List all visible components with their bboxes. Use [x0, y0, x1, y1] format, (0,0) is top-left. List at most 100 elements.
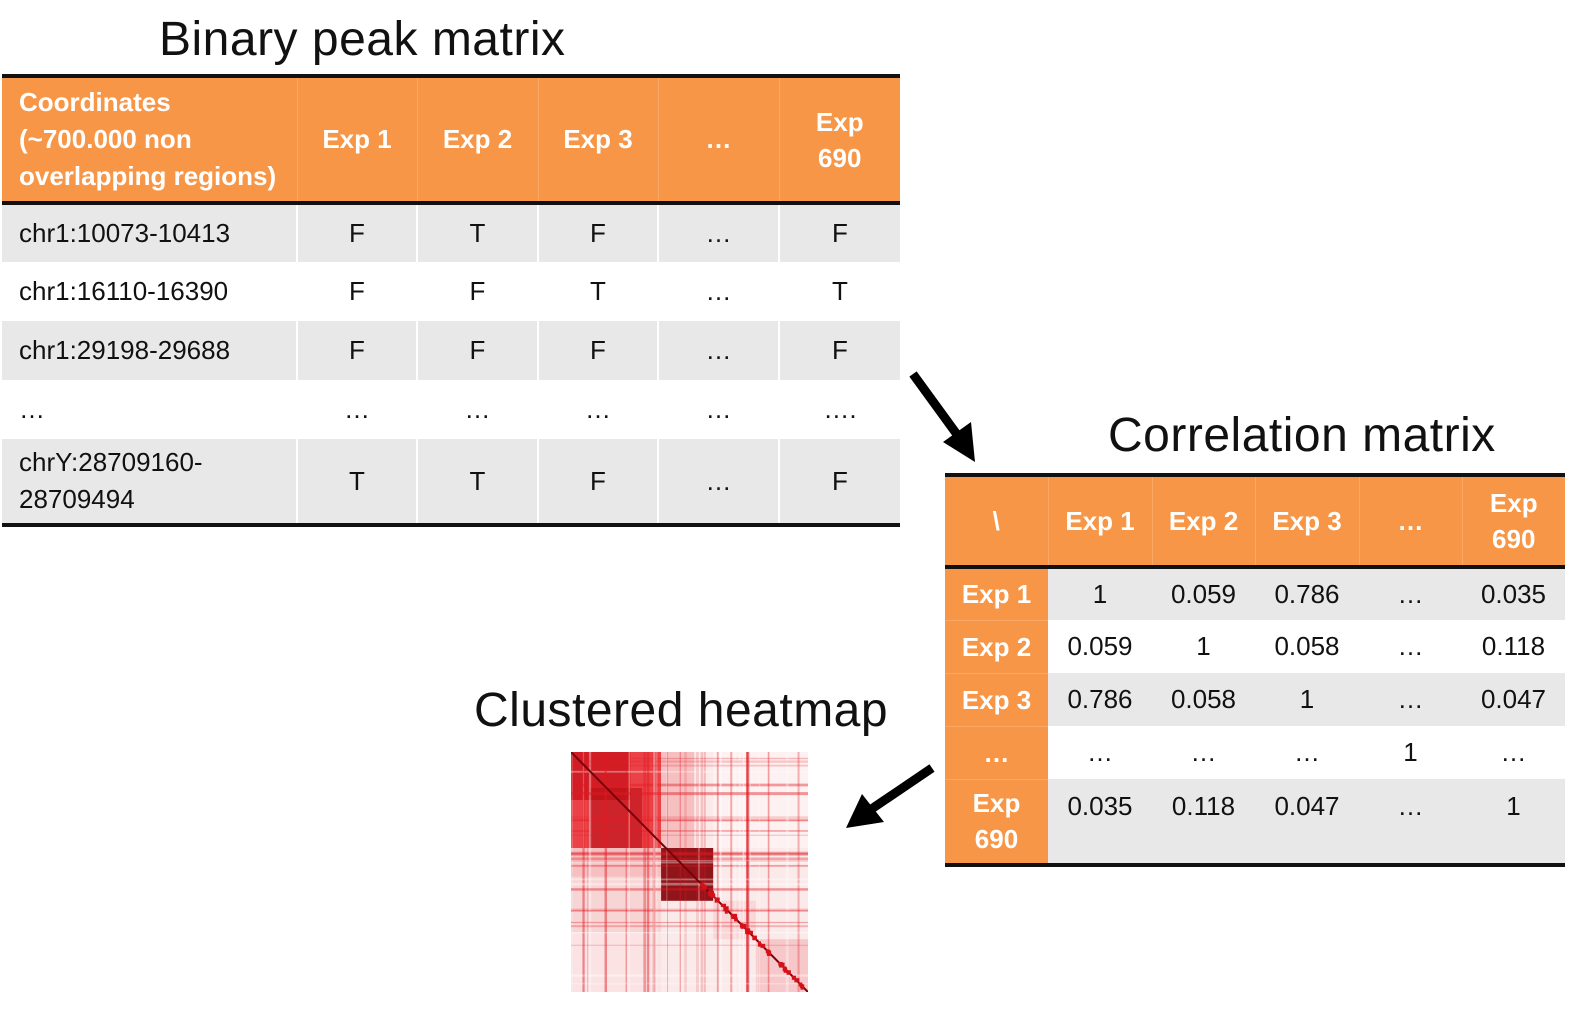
heatmap-streak — [571, 861, 808, 864]
heatmap-streak — [746, 752, 749, 992]
heatmap-diagonal-cell — [734, 917, 738, 922]
peak-cell: …. — [778, 380, 900, 439]
heatmap-streak — [571, 974, 808, 977]
heatmap-streak — [742, 752, 745, 992]
peak-cell: T — [416, 203, 538, 262]
heatmap-streak — [571, 982, 808, 985]
heatmap-streak — [652, 752, 655, 992]
heatmap-streak — [746, 752, 750, 992]
correlation-cell: 1 — [1462, 779, 1565, 865]
heatmap-streak — [571, 851, 808, 855]
correlation-cell: 0.118 — [1462, 620, 1565, 673]
heatmap-streak — [571, 859, 808, 862]
heatmap-streak — [716, 752, 719, 992]
heatmap-diagonal-cell — [760, 943, 766, 948]
heatmap-streak — [625, 752, 627, 992]
peak-cell: F — [416, 262, 538, 321]
coordinate-cell: chrY:28709160- 28709494 — [2, 439, 297, 525]
ellipsis-header: … — [657, 76, 779, 205]
correlation-cell: 0.059 — [1152, 567, 1255, 620]
row-header-line: 690 — [974, 824, 1019, 855]
peak-cell: F — [778, 203, 900, 262]
heatmap-streak — [746, 752, 749, 992]
peak-cell: F — [778, 321, 900, 380]
coordinate-line: 28709494 — [19, 484, 135, 514]
exp690-header: Exp 690 — [1461, 475, 1565, 569]
table-row: … … … … … …. — [2, 380, 900, 439]
correlation-cell: … — [1359, 779, 1462, 865]
heatmap-streak — [587, 752, 589, 992]
heatmap-streak — [582, 752, 585, 992]
heatmap-cluster-block — [571, 876, 662, 932]
peak-cell: … — [657, 380, 779, 439]
peak-cell: … — [416, 380, 538, 439]
exp2-header: Exp 2 — [416, 76, 538, 205]
coordinates-header-line: overlapping regions) — [19, 161, 277, 191]
heatmap-diagonal-cell — [740, 923, 747, 929]
heatmap-streak — [571, 834, 808, 836]
table-row: chr1:16110-16390 F F T … T — [2, 262, 900, 321]
heatmap-streak — [571, 816, 808, 820]
heatmap-streak — [653, 752, 656, 992]
table-row: chrY:28709160- 28709494 T T F … F — [2, 439, 900, 525]
peak-cell: F — [778, 439, 900, 525]
heatmap-streak — [767, 752, 770, 992]
table-row: Exp 3 0.786 0.058 1 … 0.047 — [945, 672, 1565, 726]
peak-cell: F — [416, 321, 538, 380]
peak-cell: T — [416, 439, 538, 525]
heatmap-streak — [571, 857, 808, 861]
heatmap-streak — [571, 783, 808, 787]
table-row: Exp 1 1 0.059 0.786 … 0.035 — [945, 566, 1565, 620]
coordinate-line: chrY:28709160- — [19, 447, 203, 477]
heatmap-streak — [571, 819, 808, 822]
correlation-cell: 0.059 — [1048, 620, 1152, 673]
correlation-cell: … — [1255, 726, 1359, 779]
row-header: Exp 690 — [945, 778, 1048, 865]
heatmap-streak — [571, 757, 808, 760]
peak-cell: … — [657, 203, 779, 262]
heatmap-streak — [700, 752, 704, 992]
correlation-cell: 1 — [1359, 726, 1462, 779]
heatmap-streak — [767, 752, 770, 992]
heatmap-diagonal-cell — [786, 970, 791, 975]
heatmap-diagonal-cell — [724, 907, 728, 914]
correlation-cell: 1 — [1048, 567, 1152, 620]
heatmap-streak — [743, 752, 746, 992]
heatmap-streak — [647, 752, 650, 992]
correlation-cell: … — [1359, 620, 1462, 673]
heatmap-streak — [571, 882, 808, 886]
correlation-cell: 1 — [1152, 620, 1255, 673]
heatmap-diagonal-cell — [714, 897, 720, 903]
exp690-header-line: 690 — [818, 142, 862, 173]
peak-cell: F — [537, 439, 658, 525]
peak-cell: F — [296, 321, 417, 380]
heatmap-cluster-block — [713, 752, 808, 848]
corner-header: \ — [945, 475, 1048, 569]
table-row: chr1:10073-10413 F T F … F — [2, 203, 900, 262]
ellipsis-header: … — [1358, 475, 1462, 569]
heatmap-streak — [653, 752, 656, 992]
heatmap-streak — [571, 944, 808, 947]
peak-cell: … — [657, 439, 779, 525]
heatmap-cluster-block — [661, 752, 695, 848]
exp690-header-line: Exp — [815, 106, 864, 137]
heatmap-streak — [571, 932, 808, 934]
correlation-cell: … — [1359, 567, 1462, 620]
peak-cell: F — [296, 262, 417, 321]
correlation-cell: 0.118 — [1152, 779, 1255, 865]
arrow-down-left-icon — [846, 764, 935, 828]
heatmap-streak — [571, 910, 808, 912]
heatmap-streak — [756, 752, 759, 992]
correlation-cell: 0.058 — [1152, 673, 1255, 726]
row-header: Exp 3 — [945, 672, 1048, 726]
heatmap-streak — [571, 853, 808, 856]
heatmap-streak — [571, 908, 808, 911]
clustered-heatmap-image — [571, 752, 808, 992]
heatmap-diagonal-cell — [701, 884, 706, 890]
peak-cell: … — [537, 380, 658, 439]
exp690-header-line: 690 — [1492, 524, 1536, 554]
heatmap-streak — [571, 888, 808, 891]
correlation-header-row: \ Exp 1 Exp 2 Exp 3 … Exp 690 — [945, 475, 1565, 569]
coordinate-cell: … — [2, 380, 297, 439]
heatmap-diagonal-cell — [757, 941, 762, 947]
